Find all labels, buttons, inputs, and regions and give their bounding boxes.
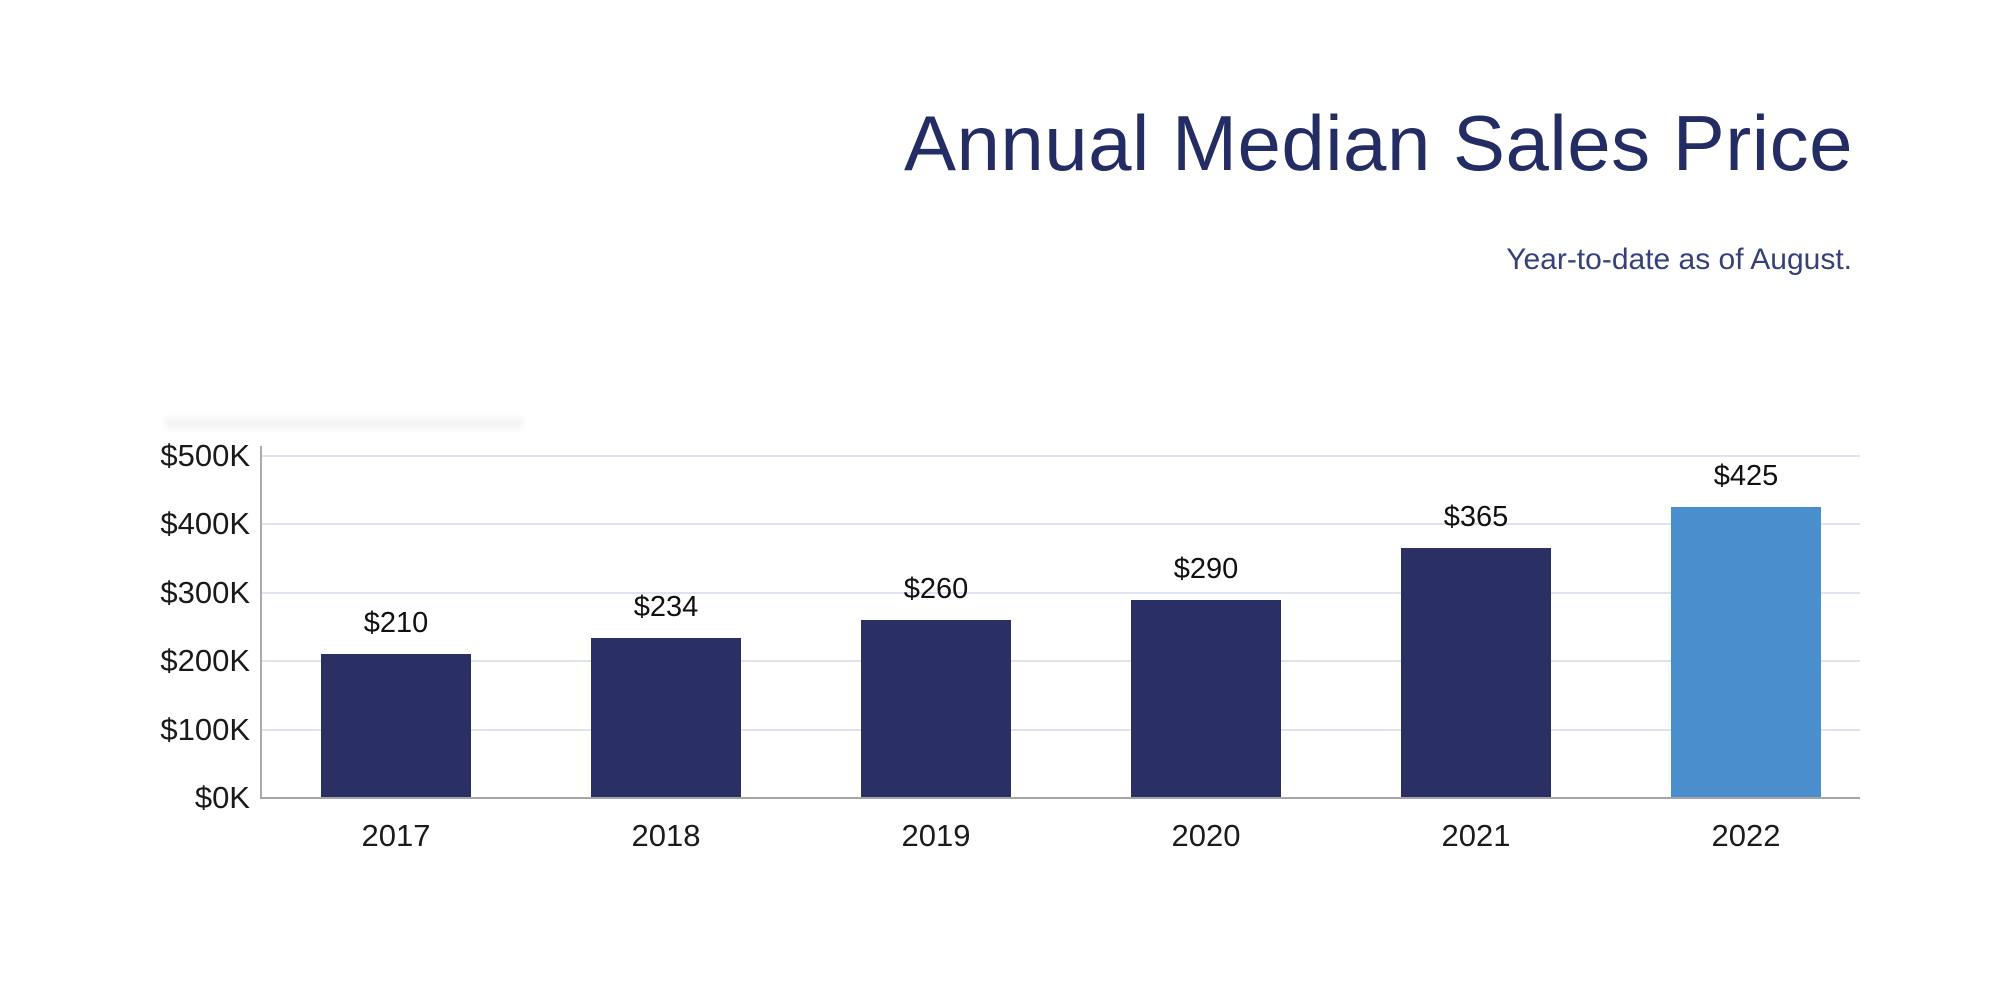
bar-2020 — [1131, 599, 1281, 797]
gridline — [262, 591, 1860, 594]
bar-2022 — [1671, 507, 1821, 797]
y-axis-tick-label: $400K — [160, 506, 250, 542]
gridline — [262, 523, 1860, 526]
x-axis-tick-label: 2018 — [631, 818, 701, 853]
bar-value-label: $210 — [363, 607, 429, 640]
bar-2018 — [591, 637, 741, 797]
bar-value-label: $260 — [903, 573, 969, 606]
y-axis-tick-label: $0K — [194, 780, 250, 815]
bar-value-label: $290 — [1173, 552, 1239, 585]
y-axis-line — [260, 446, 262, 798]
bar-value-label: $365 — [1443, 501, 1509, 534]
x-axis-line — [260, 797, 1860, 799]
chart-subtitle: Year-to-date as of August. — [1506, 243, 1852, 276]
gridline — [262, 660, 1860, 663]
shadow-artifact — [165, 418, 523, 429]
x-axis-tick-label: 2021 — [1441, 818, 1511, 853]
x-axis-tick-label: 2017 — [361, 818, 431, 853]
x-axis-tick-label: 2020 — [1171, 818, 1241, 853]
y-axis-tick-label: $300K — [160, 574, 250, 610]
gridline — [262, 455, 1860, 457]
y-axis-tick-label: $200K — [160, 643, 250, 679]
bar-value-label: $425 — [1713, 460, 1779, 493]
bar-2017 — [321, 654, 471, 797]
gridline — [262, 728, 1860, 731]
x-axis-tick-label: 2022 — [1711, 818, 1781, 853]
x-axis-tick-label: 2019 — [901, 818, 971, 853]
bar-2021 — [1401, 548, 1551, 797]
bar-2019 — [861, 620, 1011, 797]
y-axis-tick-label: $100K — [160, 711, 250, 747]
chart-title: Annual Median Sales Price — [903, 99, 1853, 187]
y-axis-tick-label: $500K — [160, 438, 250, 473]
bar-value-label: $234 — [633, 590, 699, 623]
